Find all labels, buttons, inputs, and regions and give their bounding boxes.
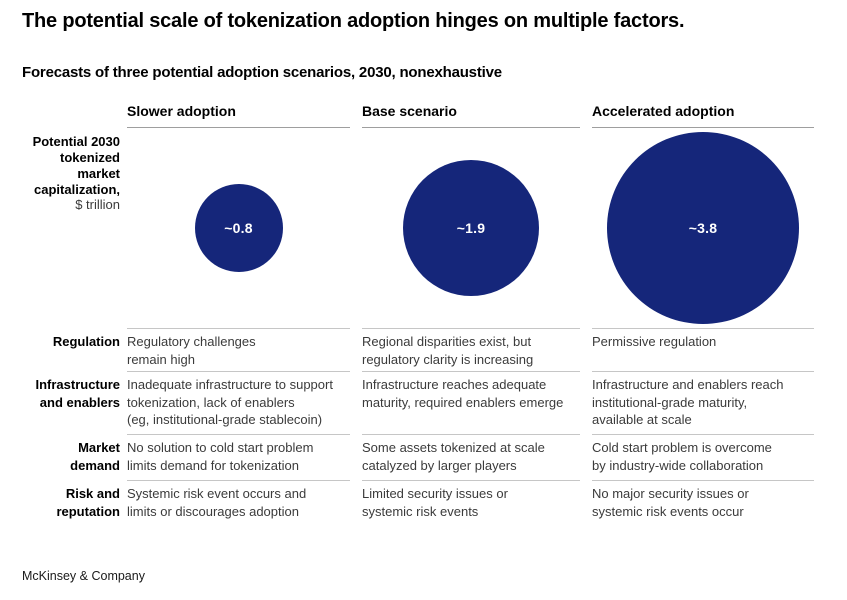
factor-cell: Permissive regulation: [592, 328, 814, 371]
page-subtitle: Forecasts of three potential adoption sc…: [22, 64, 502, 81]
factor-label: Infrastructure and enablers: [35, 377, 120, 410]
factor-cell: Regional disparities exist, but regulato…: [362, 328, 592, 371]
bubble-slower: ~0.8: [194, 184, 283, 272]
factor-row-label-risk: Risk and reputation: [0, 480, 127, 520]
scenario-header-label: Base scenario: [362, 103, 580, 128]
factor-cell: Regulatory challenges remain high: [127, 328, 362, 371]
factor-cell-text: Regional disparities exist, but regulato…: [362, 328, 580, 371]
factor-cell: Infrastructure reaches adequate maturity…: [362, 371, 592, 434]
factor-label: Regulation: [52, 334, 120, 349]
axis-label: Potential 2030 tokenized market capitali…: [0, 128, 127, 328]
bubble-value: ~3.8: [688, 220, 718, 236]
factor-cell-text: No major security issues or systemic ris…: [592, 480, 814, 520]
factor-cell-text: Some assets tokenized at scale catalyzed…: [362, 434, 580, 480]
bubble-value: ~0.8: [224, 220, 253, 236]
factor-cell: No solution to cold start problem limits…: [127, 434, 362, 480]
factor-cell: Cold start problem is overcome by indust…: [592, 434, 814, 480]
mckinsey-logo-text: McKinsey & Company: [22, 569, 145, 583]
bubble-cell-slower: ~0.8: [127, 128, 362, 328]
page-title: The potential scale of tokenization adop…: [22, 10, 685, 32]
factor-cell-text: Infrastructure and enablers reach instit…: [592, 371, 814, 434]
bubble-accelerated: ~3.8: [607, 132, 799, 324]
scenario-header-label: Accelerated adoption: [592, 103, 814, 128]
factor-cell: Limited security issues or systemic risk…: [362, 480, 592, 520]
factor-cell-text: Cold start problem is overcome by indust…: [592, 434, 814, 480]
factor-cell-text: Limited security issues or systemic risk…: [362, 480, 580, 520]
factor-cell: Systemic risk event occurs and limits or…: [127, 480, 362, 520]
factor-cell-text: Inadequate infrastructure to support tok…: [127, 371, 350, 434]
factor-cell-text: No solution to cold start problem limits…: [127, 434, 350, 480]
factor-cell-text: Regulatory challenges remain high: [127, 328, 350, 371]
factor-cell: Inadequate infrastructure to support tok…: [127, 371, 362, 434]
bubble-cell-base: ~1.9: [362, 128, 592, 328]
factor-cell: Some assets tokenized at scale catalyzed…: [362, 434, 592, 480]
factor-cell: No major security issues or systemic ris…: [592, 480, 814, 520]
factor-row-label-regulation: Regulation: [0, 328, 127, 371]
factor-row-label-infrastructure: Infrastructure and enablers: [0, 371, 127, 434]
scenario-header-label: Slower adoption: [127, 103, 350, 128]
factor-row-label-market-demand: Market demand: [0, 434, 127, 480]
header-spacer: [0, 103, 127, 128]
factor-cell: Infrastructure and enablers reach instit…: [592, 371, 814, 434]
axis-label-unit: $ trillion: [75, 197, 120, 213]
factor-cell-text: Permissive regulation: [592, 328, 814, 371]
factor-label: Risk and reputation: [56, 486, 120, 519]
factor-label: Market demand: [70, 440, 120, 473]
bubble-value: ~1.9: [456, 220, 486, 236]
axis-label-metric: Potential 2030 tokenized market capitali…: [32, 134, 120, 197]
scenario-grid: Slower adoption Base scenario Accelerate…: [0, 103, 814, 520]
scenario-header-slower: Slower adoption: [127, 103, 362, 128]
factor-cell-text: Systemic risk event occurs and limits or…: [127, 480, 350, 520]
bubble-cell-accelerated: ~3.8: [592, 128, 814, 328]
scenario-header-accelerated: Accelerated adoption: [592, 103, 814, 128]
scenario-header-base: Base scenario: [362, 103, 592, 128]
bubble-base: ~1.9: [403, 160, 539, 296]
factor-cell-text: Infrastructure reaches adequate maturity…: [362, 371, 580, 434]
